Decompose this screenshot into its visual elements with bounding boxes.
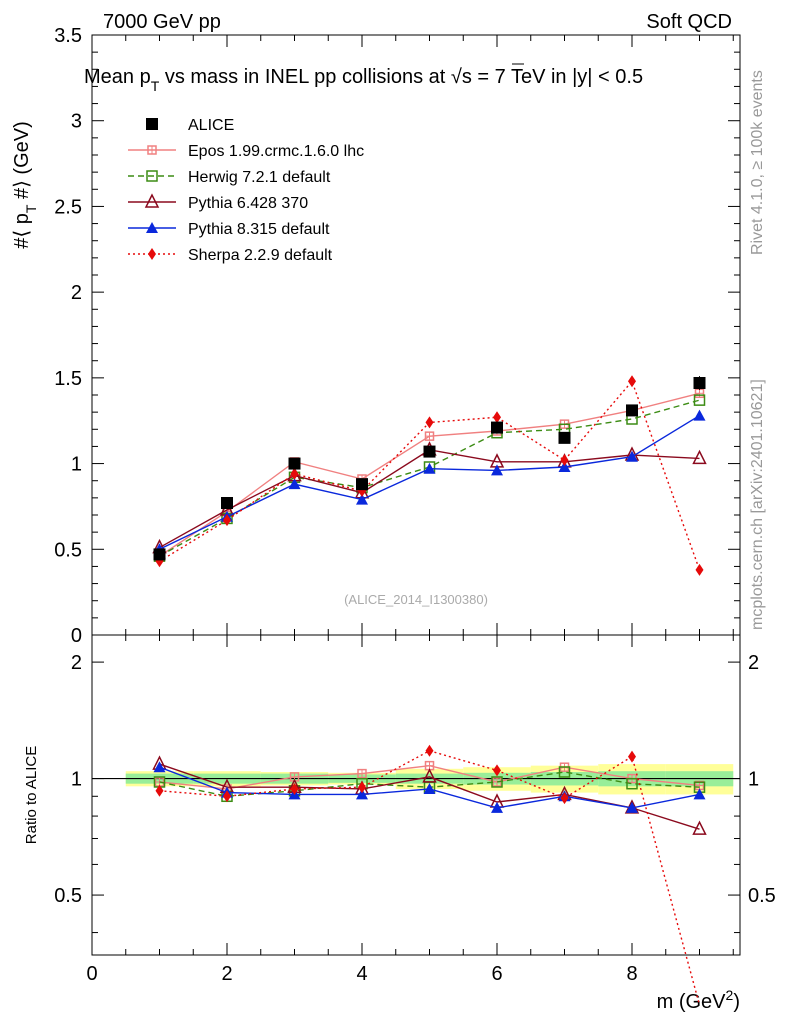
ratio-point-sherpa-2-2-9-default	[628, 750, 636, 763]
legend-label-alice: ALICE	[188, 117, 234, 134]
ratio-point-pythia-6-428-370	[422, 768, 437, 783]
x-axis-label: m (GeV2)	[657, 987, 740, 1013]
x-tick-label: 6	[491, 963, 502, 985]
data-point-alice	[558, 431, 571, 444]
x-tick-label: 2	[221, 963, 232, 985]
ratio-series-group	[152, 744, 707, 1006]
ratio-tick-label-right: 2	[748, 652, 759, 674]
ratio-point-herwig-7-2-1-default	[558, 766, 571, 778]
sqrt-symbol: √	[451, 66, 462, 88]
legend-label-pythia-6-428-370: Pythia 6.428 370	[188, 195, 308, 212]
legend-marker-pythia-6-428-370	[144, 193, 160, 208]
series-point-pythia-6-428-370	[692, 449, 707, 465]
analysis-watermark: (ALICE_2014_I1300380)	[344, 592, 488, 607]
axes-group: 0 2 4 6 8 0 0.5 1 1.5 2 2.5 3 3.5 0.5 0.5 1 1 2 2	[54, 25, 776, 985]
rivet-version-text: Rivet 4.1.0, ≥ 100k events	[749, 70, 766, 255]
data-point-alice	[626, 404, 638, 417]
series-line-sherpa-2-2-9-default	[159, 379, 701, 571]
x-tick-label: 4	[356, 963, 367, 985]
ratio-y-axis-label: Ratio to ALICE	[23, 746, 40, 844]
legend-marker-herwig-7-2-1-default	[146, 170, 158, 182]
ratio-point-pythia-8-315-default	[626, 801, 638, 813]
ratio-point-sherpa-2-2-9-default	[223, 790, 231, 803]
y-tick-label: 3.5	[54, 25, 82, 47]
legend-label-sherpa-2-2-9-default: Sherpa 2.2.9 default	[188, 247, 333, 264]
x-tick-label: 0	[86, 963, 97, 985]
series-point-sherpa-2-2-9-default	[425, 416, 434, 429]
ratio-point-pythia-6-428-370	[692, 820, 707, 835]
legend-marker-pythia-8-315-default	[146, 222, 158, 233]
legend: ALICE Epos 1.99.crmc.1.6.0 lhc Herwig 7.2.…	[128, 117, 364, 264]
series-point-sherpa-2-2-9-default	[560, 454, 569, 467]
legend-marker-sherpa-2-2-9-default	[148, 248, 156, 260]
ratio-point-sherpa-2-2-9-default	[290, 782, 299, 795]
series-point-sherpa-2-2-9-default	[290, 467, 299, 480]
series-point-sherpa-2-2-9-default	[493, 411, 501, 424]
data-point-alice	[491, 421, 503, 434]
data-point-alice	[288, 457, 301, 470]
series-point-pythia-8-315-default	[558, 461, 571, 472]
series-point-pythia-8-315-default	[491, 464, 503, 476]
chart-title: Mean pT vs mass in INEL pp collisions at…	[84, 66, 643, 94]
series-point-pythia-8-315-default	[626, 450, 638, 462]
main-series-group	[152, 375, 707, 576]
ratio-point-pythia-8-315-default	[356, 788, 368, 800]
ratio-tick-label-right: 1	[748, 769, 759, 791]
ratio-tick-label-left: 2	[71, 652, 82, 674]
x-tick-label: 8	[626, 963, 637, 985]
series-point-pythia-8-315-default	[288, 478, 301, 490]
ratio-point-sherpa-2-2-9-default	[155, 784, 164, 797]
y-tick-label: 0	[71, 625, 82, 647]
ratio-point-sherpa-2-2-9-default	[493, 764, 501, 777]
y-tick-label: 1	[71, 454, 82, 476]
y-tick-label: 2	[71, 282, 82, 304]
y-axis-label: #⟨ pT #⟩ (GeV)	[11, 121, 39, 249]
legend-label-herwig-7-2-1-default: Herwig 7.2.1 default	[188, 169, 331, 186]
y-tick-label: 1.5	[54, 368, 82, 390]
series-point-pythia-8-315-default	[693, 409, 706, 421]
ratio-tick-label-right: 0.5	[748, 885, 776, 907]
data-point-alice	[693, 377, 706, 389]
ratio-point-herwig-7-2-1-default	[491, 776, 503, 788]
header-energy-label: 7000 GeV pp	[103, 11, 221, 33]
series-point-sherpa-2-2-9-default	[223, 514, 231, 527]
series-point-pythia-8-315-default	[423, 462, 436, 474]
ratio-point-herwig-7-2-1-default	[626, 777, 638, 790]
ratio-point-pythia-8-315-default	[693, 788, 706, 800]
data-point-alice	[356, 478, 368, 491]
ratio-point-pythia-8-315-default	[423, 782, 436, 794]
series-point-pythia-8-315-default	[356, 493, 368, 505]
data-point-alice	[153, 548, 166, 561]
ratio-point-pythia-8-315-default	[153, 761, 166, 773]
series-point-sherpa-2-2-9-default	[695, 563, 704, 576]
ratio-panel-frame	[91, 634, 741, 956]
ratio-tick-label-left: 1	[71, 769, 82, 791]
data-point-alice	[423, 445, 436, 458]
legend-marker-alice	[146, 118, 158, 130]
legend-label-epos-1-99-crmc-1-6-0-lhc: Epos 1.99.crmc.1.6.0 lhc	[188, 143, 364, 160]
data-point-alice	[221, 497, 233, 509]
y-tick-label: 3	[71, 111, 82, 133]
header-category-label: Soft QCD	[646, 11, 732, 33]
ratio-point-sherpa-2-2-9-default	[425, 744, 434, 757]
mcplots-reference-text: mcplots.cern.ch [arXiv:2401.10621]	[749, 379, 766, 630]
ratio-line-sherpa-2-2-9-default	[159, 750, 701, 1006]
ratio-point-sherpa-2-2-9-default	[358, 781, 366, 794]
legend-label-pythia-8-315-default: Pythia 8.315 default	[188, 221, 330, 238]
y-tick-label: 2.5	[54, 196, 82, 218]
y-tick-label: 0.5	[54, 539, 82, 561]
ratio-point-pythia-8-315-default	[491, 801, 503, 813]
series-point-sherpa-2-2-9-default	[628, 375, 636, 388]
series-point-herwig-7-2-1-default	[693, 394, 706, 406]
ratio-tick-label-left: 0.5	[54, 885, 82, 907]
ratio-point-sherpa-2-2-9-default	[560, 792, 569, 805]
